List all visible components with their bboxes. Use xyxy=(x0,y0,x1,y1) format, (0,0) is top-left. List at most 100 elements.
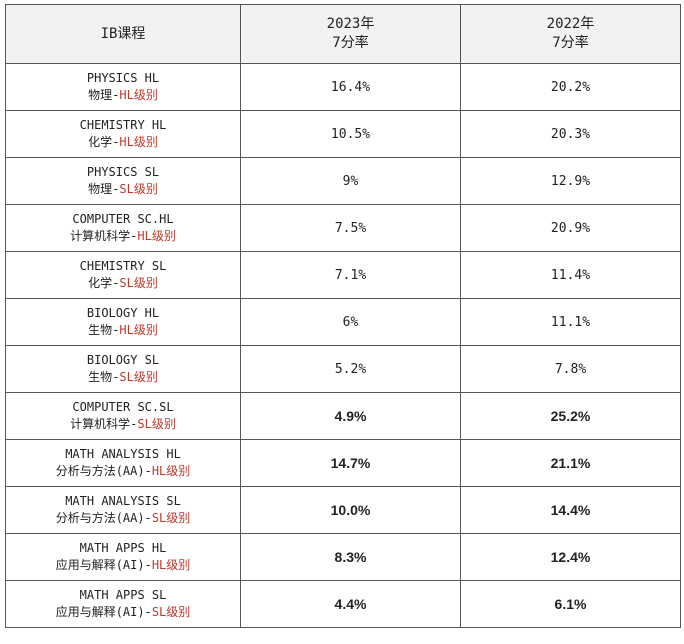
table-row: MATH ANALYSIS HL 分析与方法(AA)-HL级别 14.7% 21.1% xyxy=(5,439,681,487)
course-name-cn: 物理-SL级别 xyxy=(6,181,240,198)
table-row: COMPUTER SC.SL 计算机科学-SL级别 4.9% 25.2% xyxy=(5,392,681,440)
rate-2023-cell: 7.1% xyxy=(240,251,461,299)
table-row: MATH APPS HL 应用与解释(AI)-HL级别 8.3% 12.4% xyxy=(5,533,681,581)
course-name-en: CHEMISTRY SL xyxy=(79,259,167,273)
course-name-cell: COMPUTER SC.HL 计算机科学-HL级别 xyxy=(5,204,241,252)
rate-2022-cell: 25.2% xyxy=(460,392,681,440)
table-header-row: IB课程 2023年 7分率 2022年 7分率 xyxy=(5,4,681,64)
rate-2022-cell: 11.4% xyxy=(460,251,681,299)
course-level: HL级别 xyxy=(119,135,158,149)
course-name-en: MATH APPS SL xyxy=(79,588,167,602)
course-subject-cn: 应用与解释(AI)- xyxy=(55,605,152,619)
course-subject-cn: 计算机科学- xyxy=(70,229,138,243)
rate-2022-cell: 7.8% xyxy=(460,345,681,393)
course-level: HL级别 xyxy=(119,323,158,337)
rate-2023-cell: 7.5% xyxy=(240,204,461,252)
course-level: SL级别 xyxy=(151,605,191,619)
rate-2023-cell: 8.3% xyxy=(240,533,461,581)
course-level: SL级别 xyxy=(137,417,176,431)
course-name-cell: PHYSICS HL 物理-HL级别 xyxy=(5,63,241,111)
course-name-cell: COMPUTER SC.SL 计算机科学-SL级别 xyxy=(5,392,241,440)
rate-2023-cell: 6% xyxy=(240,298,461,346)
course-name-cn: 化学-HL级别 xyxy=(6,134,240,151)
table-row: MATH APPS SL 应用与解释(AI)-SL级别 4.4% 6.1% xyxy=(5,580,681,628)
rate-2022-cell: 12.4% xyxy=(460,533,681,581)
rate-2022-cell: 20.3% xyxy=(460,110,681,158)
course-subject-cn: 生物- xyxy=(88,323,120,337)
course-level: HL级别 xyxy=(137,229,176,243)
course-name-en: BIOLOGY SL xyxy=(86,353,160,367)
rate-2022-cell: 6.1% xyxy=(460,580,681,628)
table-row: MATH ANALYSIS SL 分析与方法(AA)-SL级别 10.0% 14.4% xyxy=(5,486,681,534)
course-name-cn: 生物-SL级别 xyxy=(6,369,240,386)
header-2023-rate: 7分率 xyxy=(332,35,369,51)
header-2022-rate: 7分率 xyxy=(552,35,589,51)
table-row: PHYSICS SL 物理-SL级别 9% 12.9% xyxy=(5,157,681,205)
rate-2023-cell: 4.9% xyxy=(240,392,461,440)
table-row: PHYSICS HL 物理-HL级别 16.4% 20.2% xyxy=(5,63,681,111)
course-name-cell: BIOLOGY HL 生物-HL级别 xyxy=(5,298,241,346)
rate-2023-cell: 9% xyxy=(240,157,461,205)
course-subject-cn: 物理- xyxy=(88,88,120,102)
header-2023: 2023年 7分率 xyxy=(240,4,461,64)
course-name-cn: 化学-SL级别 xyxy=(6,275,240,292)
course-subject-cn: 分析与方法(AA)- xyxy=(55,464,152,478)
course-level: SL级别 xyxy=(151,511,191,525)
course-name-en: CHEMISTRY HL xyxy=(79,118,167,132)
course-level: HL级别 xyxy=(151,558,191,572)
course-level: SL级别 xyxy=(119,370,158,384)
rate-2023-cell: 14.7% xyxy=(240,439,461,487)
course-subject-cn: 化学- xyxy=(88,276,120,290)
course-name-en: COMPUTER SC.SL xyxy=(72,400,174,414)
table-row: CHEMISTRY SL 化学-SL级别 7.1% 11.4% xyxy=(5,251,681,299)
header-2022-year: 2022年 xyxy=(546,16,595,32)
course-name-cell: MATH APPS HL 应用与解释(AI)-HL级别 xyxy=(5,533,241,581)
course-subject-cn: 化学- xyxy=(88,135,120,149)
header-2023-year: 2023年 xyxy=(326,16,375,32)
course-name-en: PHYSICS SL xyxy=(86,165,160,179)
rate-2023-cell: 10.5% xyxy=(240,110,461,158)
rate-2022-cell: 21.1% xyxy=(460,439,681,487)
course-name-cn: 计算机科学-SL级别 xyxy=(6,416,240,433)
table-row: COMPUTER SC.HL 计算机科学-HL级别 7.5% 20.9% xyxy=(5,204,681,252)
rate-2022-cell: 20.9% xyxy=(460,204,681,252)
course-name-cn: 生物-HL级别 xyxy=(6,322,240,339)
course-name-cn: 计算机科学-HL级别 xyxy=(6,228,240,245)
course-name-cell: MATH ANALYSIS SL 分析与方法(AA)-SL级别 xyxy=(5,486,241,534)
course-name-en: MATH ANALYSIS SL xyxy=(65,494,181,508)
rate-2022-cell: 11.1% xyxy=(460,298,681,346)
rate-2023-cell: 5.2% xyxy=(240,345,461,393)
course-subject-cn: 生物- xyxy=(88,370,120,384)
course-name-cell: MATH APPS SL 应用与解释(AI)-SL级别 xyxy=(5,580,241,628)
course-name-cell: MATH ANALYSIS HL 分析与方法(AA)-HL级别 xyxy=(5,439,241,487)
course-name-en: BIOLOGY HL xyxy=(86,306,160,320)
course-subject-cn: 计算机科学- xyxy=(70,417,138,431)
course-subject-cn: 分析与方法(AA)- xyxy=(55,511,152,525)
course-name-cn: 分析与方法(AA)-HL级别 xyxy=(6,463,240,480)
course-level: HL级别 xyxy=(151,464,191,478)
course-subject-cn: 应用与解释(AI)- xyxy=(55,558,152,572)
course-subject-cn: 物理- xyxy=(88,182,120,196)
course-name-en: MATH ANALYSIS HL xyxy=(65,447,181,461)
header-2022: 2022年 7分率 xyxy=(460,4,681,64)
course-name-cn: 分析与方法(AA)-SL级别 xyxy=(6,510,240,527)
course-name-en: PHYSICS HL xyxy=(86,71,160,85)
course-name-cn: 应用与解释(AI)-SL级别 xyxy=(6,604,240,621)
table-row: BIOLOGY HL 生物-HL级别 6% 11.1% xyxy=(5,298,681,346)
header-course: IB课程 xyxy=(5,4,241,64)
ib-score-table: IB课程 2023年 7分率 2022年 7分率 PHYSICS HL 物理-HL… xyxy=(5,4,681,628)
course-level: HL级别 xyxy=(119,88,158,102)
course-name-cn: 物理-HL级别 xyxy=(6,87,240,104)
rate-2023-cell: 16.4% xyxy=(240,63,461,111)
course-name-en: COMPUTER SC.HL xyxy=(72,212,174,226)
table-row: BIOLOGY SL 生物-SL级别 5.2% 7.8% xyxy=(5,345,681,393)
course-level: SL级别 xyxy=(119,276,158,290)
rate-2022-cell: 14.4% xyxy=(460,486,681,534)
rate-2023-cell: 10.0% xyxy=(240,486,461,534)
course-name-cell: BIOLOGY SL 生物-SL级别 xyxy=(5,345,241,393)
rate-2022-cell: 20.2% xyxy=(460,63,681,111)
course-name-en: MATH APPS HL xyxy=(79,541,167,555)
rate-2022-cell: 12.9% xyxy=(460,157,681,205)
rate-2023-cell: 4.4% xyxy=(240,580,461,628)
course-name-cn: 应用与解释(AI)-HL级别 xyxy=(6,557,240,574)
